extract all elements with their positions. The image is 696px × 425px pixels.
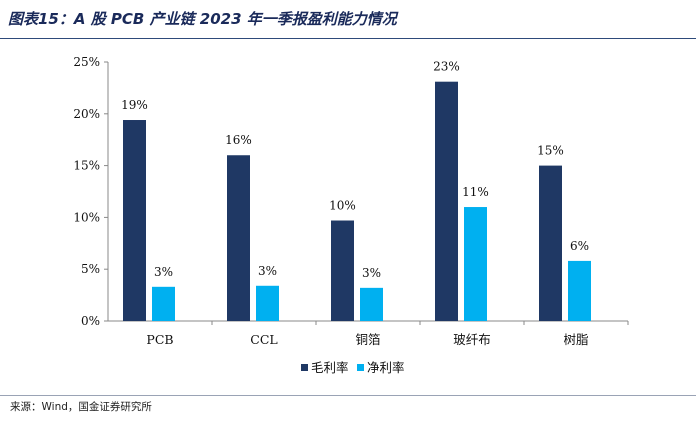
bar-label-net-margin: 3% — [258, 264, 277, 278]
title-divider — [0, 38, 696, 39]
bar-gross-margin — [227, 155, 250, 321]
bar-net-margin — [152, 286, 175, 321]
bar-label-gross-margin: 15% — [537, 144, 564, 158]
chart-title: 图表15：A 股 PCB 产业链 2023 年一季报盈利能力情况 — [8, 10, 397, 28]
source-divider — [0, 395, 696, 396]
legend-label-net: 净利率 — [367, 360, 405, 375]
bar-label-gross-margin: 19% — [121, 98, 148, 112]
bar-label-net-margin: 3% — [362, 266, 381, 280]
x-tick-label: 树脂 — [563, 332, 588, 347]
bar-gross-margin — [435, 81, 458, 322]
bar-chart: 0% 5% 10% 15% 20% 25% 19% 3% PCB 16% 3% CCL 10% 3% 铜箔 2… — [73, 55, 629, 375]
legend-swatch-net — [357, 364, 364, 371]
y-tick-label: 25% — [73, 55, 100, 69]
y-tick-label: 20% — [73, 107, 100, 121]
bar-label-gross-margin: 23% — [433, 60, 460, 74]
y-tick-label: 5% — [81, 262, 100, 276]
bar-gross-margin — [539, 165, 562, 321]
source-note: 来源：Wind，国金证券研究所 — [10, 401, 152, 413]
y-tick-label: 15% — [73, 159, 100, 173]
bar-net-margin — [256, 285, 279, 321]
y-tick-label: 0% — [81, 314, 100, 328]
x-tick-label: 玻纤布 — [453, 332, 491, 347]
bar-gross-margin — [331, 220, 354, 321]
bar-label-gross-margin: 10% — [329, 199, 356, 213]
bar-net-margin — [360, 287, 383, 321]
bar-label-net-margin: 3% — [154, 265, 173, 279]
x-tick-label: 铜箔 — [355, 332, 380, 347]
legend-swatch-gross — [301, 364, 308, 371]
x-tick-label: PCB — [146, 332, 173, 347]
x-tick-label: CCL — [250, 332, 277, 347]
bar-label-net-margin: 11% — [462, 185, 489, 199]
y-tick-label: 10% — [73, 210, 100, 224]
bar-gross-margin — [123, 120, 146, 322]
legend-label-gross: 毛利率 — [311, 360, 349, 375]
bar-label-net-margin: 6% — [570, 239, 589, 253]
bar-net-margin — [568, 260, 591, 321]
bar-label-gross-margin: 16% — [225, 133, 252, 147]
bar-net-margin — [464, 207, 487, 321]
